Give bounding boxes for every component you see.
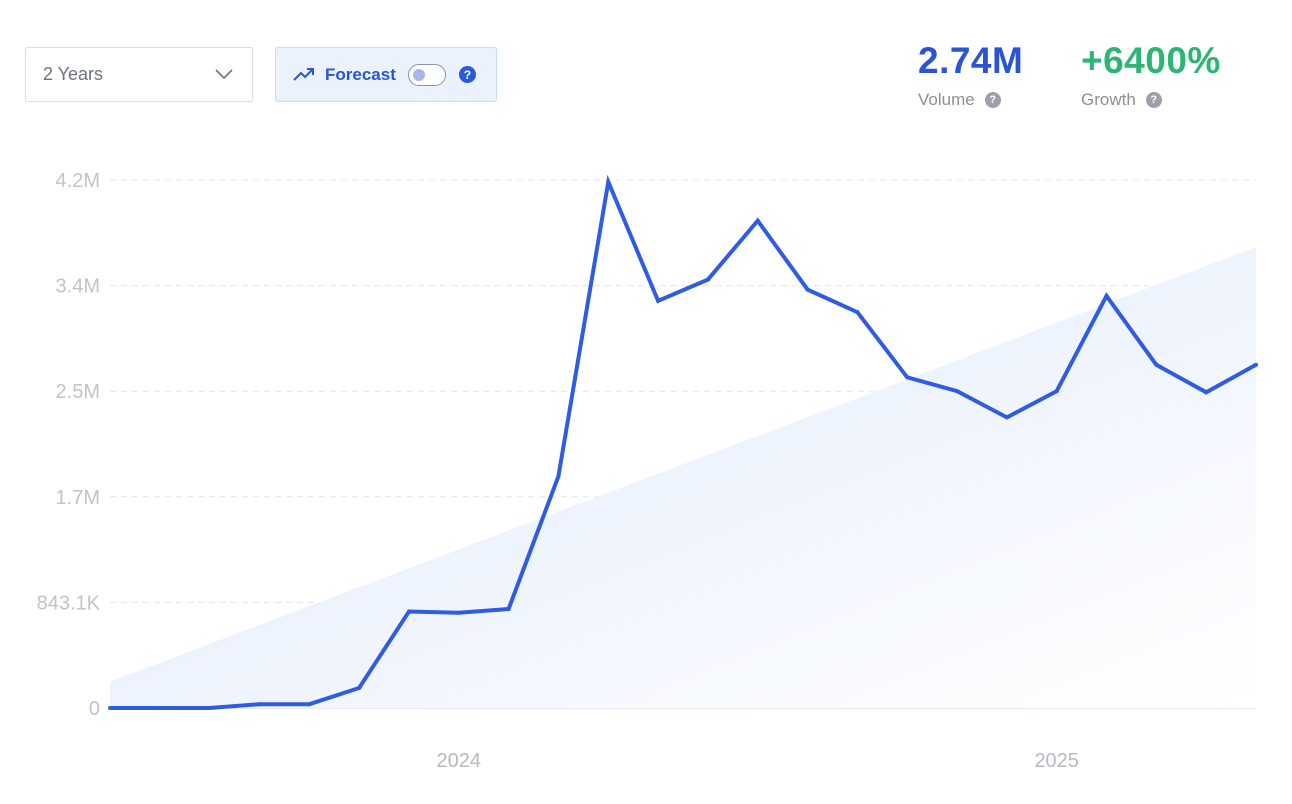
x-tick-label: 2024: [437, 750, 482, 772]
y-tick-label: 2.5M: [56, 381, 100, 403]
data-point: [108, 706, 112, 710]
data-point: [456, 610, 461, 615]
data-point: [357, 685, 362, 690]
data-point: [905, 375, 910, 380]
switch-knob: [412, 68, 425, 81]
volume-value: 2.74M: [918, 40, 1024, 81]
forecast-toggle-button[interactable]: Forecast ?: [275, 47, 497, 102]
data-point: [307, 702, 312, 707]
data-point: [1104, 293, 1109, 298]
growth-metric: +6400% Growth ?: [1081, 40, 1221, 110]
trend-area: [110, 247, 1256, 708]
data-point: [556, 474, 561, 479]
data-point: [207, 706, 212, 710]
forecast-help-icon[interactable]: ?: [458, 66, 476, 83]
data-point: [805, 287, 810, 292]
data-point: [406, 609, 411, 614]
y-tick-label: 4.2M: [56, 170, 100, 192]
data-point: [257, 702, 262, 707]
y-tick-label: 0: [89, 698, 100, 720]
growth-value: +6400%: [1081, 40, 1221, 81]
y-tick-label: 3.4M: [56, 276, 100, 298]
data-point: [1054, 389, 1059, 394]
y-tick-label: 843.1K: [37, 592, 101, 614]
data-point: [855, 310, 860, 315]
series-line: [110, 174, 1257, 710]
data-point: [955, 389, 960, 394]
data-point: [157, 706, 162, 710]
data-point: [1254, 362, 1258, 367]
time-range-select[interactable]: 2 Years: [25, 47, 253, 102]
forecast-label: Forecast: [325, 64, 396, 84]
growth-label: Growth: [1081, 90, 1136, 109]
growth-help-icon[interactable]: ?: [1145, 92, 1162, 108]
y-tick-label: 1.7M: [56, 487, 100, 509]
data-point: [1204, 390, 1209, 395]
data-point: [1004, 415, 1009, 420]
x-tick-label: 2025: [1034, 750, 1079, 772]
data-point: [755, 218, 760, 223]
volume-label: Volume: [918, 90, 975, 109]
time-range-value: 2 Years: [43, 64, 104, 84]
data-point: [606, 179, 611, 184]
data-point: [705, 277, 710, 282]
data-point: [1154, 362, 1159, 367]
volume-metric: 2.74M Volume ?: [918, 40, 1023, 110]
data-point: [506, 607, 511, 612]
chevron-down-icon: [215, 69, 233, 80]
forecast-switch[interactable]: [407, 63, 446, 86]
data-point: [656, 298, 661, 303]
volume-help-icon[interactable]: ?: [984, 92, 1001, 108]
trend-up-icon: [293, 67, 314, 81]
